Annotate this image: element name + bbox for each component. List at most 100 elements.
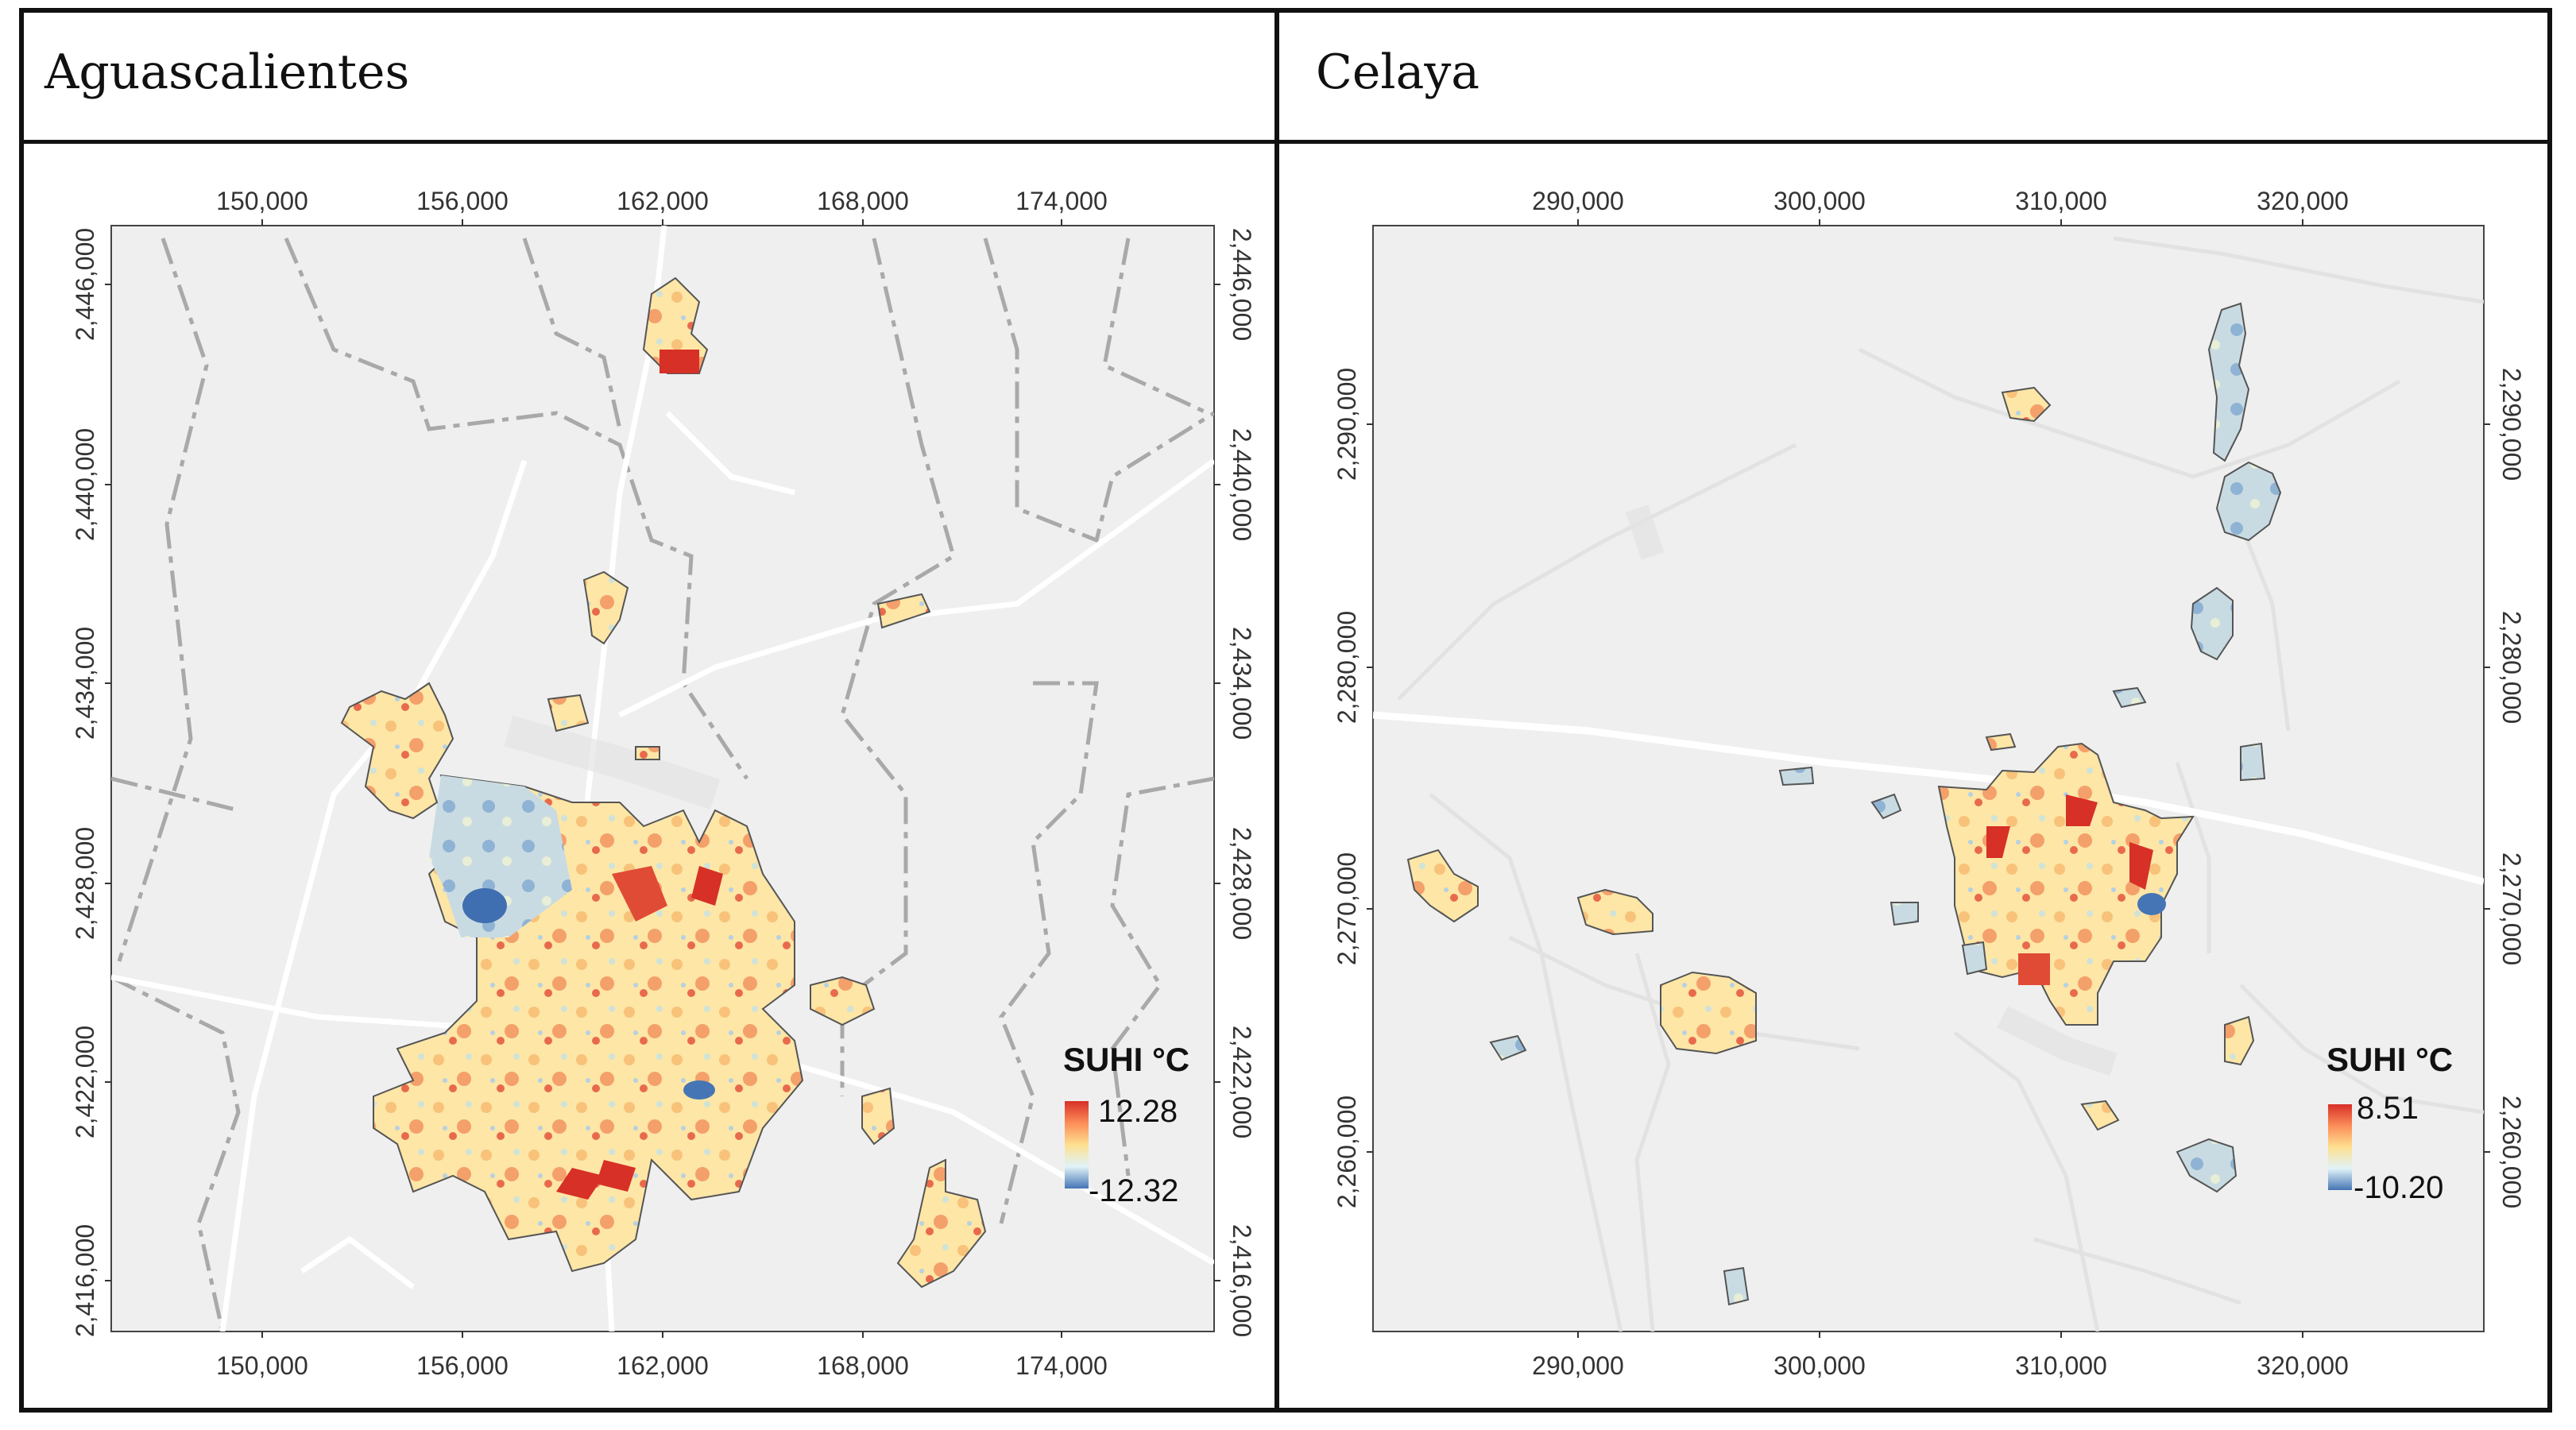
municipal-boundaries: [111, 238, 1214, 1331]
x-tick-label: 320,000: [2257, 1351, 2349, 1380]
legend-max: 8.51: [2357, 1091, 2419, 1126]
y-tick-label: 2,434,000: [71, 627, 99, 740]
cool-spot-celaya: [2137, 893, 2166, 915]
patch-south-3: [2176, 1138, 2238, 1193]
patch-northeast: [876, 593, 931, 629]
x-tick-label: 162,000: [617, 1351, 709, 1380]
terrain-shading: [1625, 504, 2118, 1076]
x-tick-label: 320,000: [2257, 187, 2349, 215]
highway: [1373, 711, 2484, 886]
y-tick-label: 2,428,000: [1228, 827, 1256, 940]
x-tick-label: 168,000: [817, 187, 909, 215]
map-celaya: 290,000 300,000 310,000 320,000 290,000 …: [1332, 187, 2526, 1380]
hot-spot-celaya-3: [2129, 842, 2153, 890]
map-aguascalientes: 150,000 156,000 162,000 168,000 174,000 …: [71, 187, 1256, 1380]
patch-east: [810, 976, 876, 1026]
legend-min: -12.32: [1089, 1173, 1178, 1208]
y-tick-label: 2,260,000: [1332, 1096, 1361, 1208]
y-tick-label: 2,422,000: [1228, 1026, 1256, 1138]
cool-spot-northwest: [462, 888, 507, 923]
patch-north-center: [582, 570, 629, 645]
hot-spot-celaya-2: [2066, 794, 2098, 826]
x-tick-label: 156,000: [416, 187, 509, 215]
patch-south-1: [2224, 1015, 2255, 1066]
patch-small-2: [635, 746, 660, 760]
patch-west-3: [1660, 971, 1757, 1055]
patch-north-2: [2215, 461, 2282, 542]
patch-southeast: [896, 1158, 987, 1289]
x-tick-label: 156,000: [416, 1351, 509, 1380]
y-tick-label: 2,416,000: [1228, 1224, 1256, 1337]
header-divider: [19, 140, 2552, 144]
patch-north-5: [2112, 686, 2147, 709]
map-frame-celaya: [1372, 225, 2485, 1332]
y-tick-label: 2,440,000: [71, 428, 99, 541]
legend-colorbar: [1065, 1101, 1089, 1188]
patch-north-3: [2190, 586, 2234, 661]
hot-spot-east: [691, 866, 723, 906]
y-tick-label: 2,280,000: [1332, 611, 1361, 724]
patch-west-1: [1406, 848, 1479, 923]
secondary-roads-celaya: [1397, 236, 2484, 1331]
y-tick-label: 2,434,000: [1228, 627, 1256, 740]
legend-max: 12.28: [1098, 1094, 1178, 1129]
hot-spot-celaya-1: [1986, 826, 2010, 858]
y-tick-label: 2,440,000: [1228, 428, 1256, 541]
y-tick-label: 2,260,000: [2497, 1096, 2526, 1208]
hot-spot-celaya-4: [2018, 953, 2050, 985]
legend-colorbar: [2328, 1104, 2352, 1190]
axis-ticks-celaya: [1367, 219, 2490, 1338]
y-tick-label: 2,270,000: [1332, 852, 1361, 965]
patch-north-4: [2240, 742, 2266, 782]
x-tick-label: 310,000: [2015, 1351, 2107, 1380]
x-tick-label: 174,000: [1015, 1351, 1108, 1380]
patch-small-3: [1985, 732, 2017, 752]
y-tick-label: 2,446,000: [1228, 228, 1256, 341]
patch-west-4: [1778, 766, 1815, 786]
y-tick-label: 2,422,000: [71, 1026, 99, 1138]
y-tick-label: 2,446,000: [71, 228, 99, 341]
x-tick-label: 150,000: [216, 187, 308, 215]
hot-spot-south: [596, 1160, 636, 1192]
patch-west-2: [1576, 888, 1654, 936]
figure-frame: [19, 8, 2552, 1413]
patch-south-4: [1723, 1266, 1750, 1306]
x-tick-label: 174,000: [1015, 187, 1108, 215]
x-tick-label: 310,000: [2015, 187, 2107, 215]
patch-north-6: [2001, 386, 2052, 423]
legend-title: SUHI °C: [2327, 1041, 2453, 1078]
x-tick-label: 168,000: [817, 1351, 909, 1380]
patch-west-8: [1489, 1034, 1527, 1061]
legend-aguascalientes: SUHI °C 12.28 -12.32: [1063, 1041, 1189, 1208]
x-tick-label: 290,000: [1532, 1351, 1624, 1380]
patch-small-1: [547, 694, 590, 732]
x-tick-label: 290,000: [1532, 187, 1624, 215]
y-tick-label: 2,290,000: [1332, 368, 1361, 481]
patch-west-7: [1961, 941, 1988, 976]
patch-west-5: [1870, 793, 1902, 820]
patch-north-1: [2207, 302, 2250, 462]
y-tick-label: 2,280,000: [2497, 611, 2526, 724]
x-tick-label: 162,000: [617, 187, 709, 215]
x-tick-label: 300,000: [1773, 1351, 1866, 1380]
hot-spot-north: [659, 350, 699, 373]
suhi-patches-aguascalientes: [340, 276, 987, 1289]
cool-zone-northwest: [429, 775, 572, 937]
y-tick-label: 2,270,000: [2497, 852, 2526, 965]
panel-title-celaya: Celaya: [1316, 44, 1480, 100]
patch-west-north: [340, 682, 454, 820]
patch-south-2: [2080, 1100, 2120, 1131]
patch-east-2: [861, 1087, 895, 1146]
patch-west-6: [1889, 902, 1919, 926]
urban-footprint-shading: [504, 715, 721, 810]
suhi-patches-celaya: [1406, 302, 2282, 1306]
y-tick-label: 2,428,000: [71, 827, 99, 940]
legend-celaya: SUHI °C 8.51 -10.20: [2327, 1041, 2453, 1205]
hot-spot-center: [612, 866, 667, 922]
panel-title-aguascalientes: Aguascalientes: [44, 44, 410, 100]
legend-title: SUHI °C: [1063, 1041, 1189, 1078]
y-tick-label: 2,290,000: [2497, 368, 2526, 481]
cool-spot-south: [683, 1080, 715, 1100]
hot-spot-southwest: [556, 1168, 604, 1200]
